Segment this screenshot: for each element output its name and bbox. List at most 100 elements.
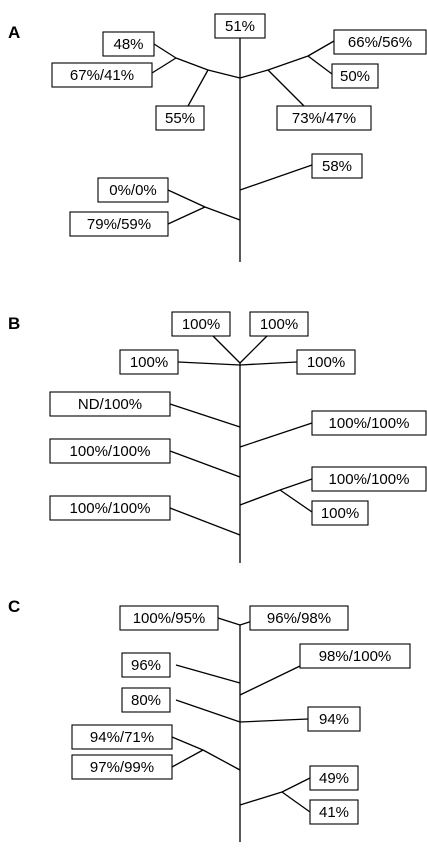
panel-b-letter: B: [8, 314, 20, 333]
panel-a-branch-line: [167, 189, 206, 208]
panel-c-label-box: 97%/99%: [71, 754, 173, 780]
panel-b-branch-line: [279, 478, 313, 491]
panel-b-branch-line: [239, 361, 298, 366]
panel-b-label-box: 100%/100%: [311, 410, 427, 436]
panel-c-branch-line: [171, 736, 204, 751]
panel-c-branch-line: [175, 699, 241, 723]
svg-text:58%: 58%: [322, 158, 352, 175]
svg-text:51%: 51%: [225, 18, 255, 35]
svg-text:96%: 96%: [131, 657, 161, 674]
panel-c-label-box: 94%/71%: [71, 724, 173, 750]
svg-text:100%: 100%: [130, 354, 168, 371]
svg-text:100%/100%: 100%/100%: [70, 443, 151, 460]
svg-text:100%: 100%: [307, 354, 345, 371]
panel-a-branch-line: [167, 206, 206, 225]
panel-c-label-box: 98%/100%: [299, 643, 411, 669]
panel-b-label-box: 100%: [249, 311, 309, 337]
panel-c-label-box: 96%/98%: [249, 605, 349, 631]
panel-a-branch-line: [267, 55, 309, 71]
panel-b-branch-line: [239, 422, 313, 448]
panel-b-branch-line: [239, 335, 268, 364]
svg-text:100%: 100%: [182, 316, 220, 333]
panel-b-branch-line: [177, 361, 241, 366]
svg-text:55%: 55%: [165, 110, 195, 127]
svg-text:94%: 94%: [319, 711, 349, 728]
panel-c-label-box: 100%/95%: [119, 605, 219, 631]
svg-text:98%/100%: 98%/100%: [319, 648, 392, 665]
panel-a-branch-line: [153, 43, 177, 59]
svg-text:100%/100%: 100%/100%: [329, 415, 410, 432]
svg-text:100%/100%: 100%/100%: [70, 500, 151, 517]
svg-text:0%/0%: 0%/0%: [109, 182, 157, 199]
svg-text:100%/95%: 100%/95%: [133, 610, 206, 627]
panel-c-letter: C: [8, 597, 20, 616]
panel-a-branch-line: [151, 57, 177, 74]
panel-b-branch-line: [169, 450, 241, 478]
panel-c-label-box: 96%: [121, 652, 171, 678]
panel-c-label-box: 41%: [309, 799, 359, 825]
svg-text:66%/56%: 66%/56%: [348, 34, 412, 51]
panel-a-label-box: 79%/59%: [69, 211, 169, 237]
panel-b-label-box: 100%/100%: [49, 495, 171, 521]
panel-a: A 51% 48% 67%/41% 55%: [8, 13, 427, 262]
panel-c-branch-line: [175, 664, 241, 684]
svg-text:96%/98%: 96%/98%: [267, 610, 331, 627]
svg-text:49%: 49%: [319, 770, 349, 787]
panel-c-branch-line: [239, 791, 283, 806]
panel-a-label-box: 58%: [311, 153, 363, 179]
svg-text:94%/71%: 94%/71%: [90, 729, 154, 746]
panel-b-label-box: ND/100%: [49, 391, 171, 417]
panel-c-branch-line: [239, 718, 309, 723]
panel-c-branch-line: [281, 777, 311, 793]
panel-c-branch-line: [202, 749, 241, 771]
svg-text:41%: 41%: [319, 804, 349, 821]
panel-a-label-box: 50%: [331, 63, 379, 89]
panel-c-label-box: 80%: [121, 687, 171, 713]
panel-a-label-box: 67%/41%: [51, 62, 153, 88]
panel-a-label-box: 0%/0%: [97, 177, 169, 203]
svg-text:100%: 100%: [321, 505, 359, 522]
panel-a-label-box: 55%: [155, 105, 205, 131]
panel-c-branch-line: [217, 617, 241, 626]
svg-text:97%/99%: 97%/99%: [90, 759, 154, 776]
panel-c-branch-line: [171, 749, 204, 768]
panel-a-label-box: 66%/56%: [333, 29, 427, 55]
panel-b-branch-line: [279, 489, 313, 513]
panel-b-label-box: 100%: [311, 500, 369, 526]
panel-b-branch-line: [239, 489, 281, 506]
panel-a-branch-line: [207, 69, 241, 79]
panel-b-branch-line: [169, 507, 241, 536]
svg-text:50%: 50%: [340, 68, 370, 85]
panel-a-branch-line: [239, 69, 269, 79]
panel-a-branch-line: [267, 69, 305, 107]
panel-c-label-box: 49%: [309, 765, 359, 791]
svg-text:67%/41%: 67%/41%: [70, 67, 134, 84]
svg-text:80%: 80%: [131, 692, 161, 709]
panel-a-branch-line: [239, 164, 313, 191]
svg-text:100%: 100%: [260, 316, 298, 333]
panel-b-branch-line: [169, 403, 241, 428]
svg-text:73%/47%: 73%/47%: [292, 110, 356, 127]
panel-b: B 100% 100% 100% 100% ND: [8, 311, 427, 563]
panel-a-branch-line: [307, 55, 333, 75]
svg-text:ND/100%: ND/100%: [78, 396, 142, 413]
panel-a-branch-line: [307, 40, 335, 57]
panel-a-label-box: 51%: [214, 13, 266, 39]
panel-a-branch-line: [204, 206, 241, 221]
panel-c: C 100%/95% 96%/98% 96% 98%/100%: [8, 597, 411, 842]
panel-c-branch-line: [239, 665, 301, 696]
panel-a-branch-line: [187, 69, 209, 107]
panel-b-label-box: 100%/100%: [49, 438, 171, 464]
panel-c-branch-line: [281, 791, 311, 813]
panel-c-label-box: 94%: [307, 706, 361, 732]
panel-b-label-box: 100%: [171, 311, 231, 337]
panel-b-label-box: 100%: [119, 349, 179, 375]
panel-b-label-box: 100%: [296, 349, 356, 375]
svg-text:100%/100%: 100%/100%: [329, 471, 410, 488]
svg-text:48%: 48%: [113, 36, 143, 53]
panel-a-label-box: 73%/47%: [276, 105, 372, 131]
panel-b-label-box: 100%/100%: [311, 466, 427, 492]
panel-a-label-box: 48%: [102, 31, 155, 57]
svg-text:79%/59%: 79%/59%: [87, 216, 151, 233]
